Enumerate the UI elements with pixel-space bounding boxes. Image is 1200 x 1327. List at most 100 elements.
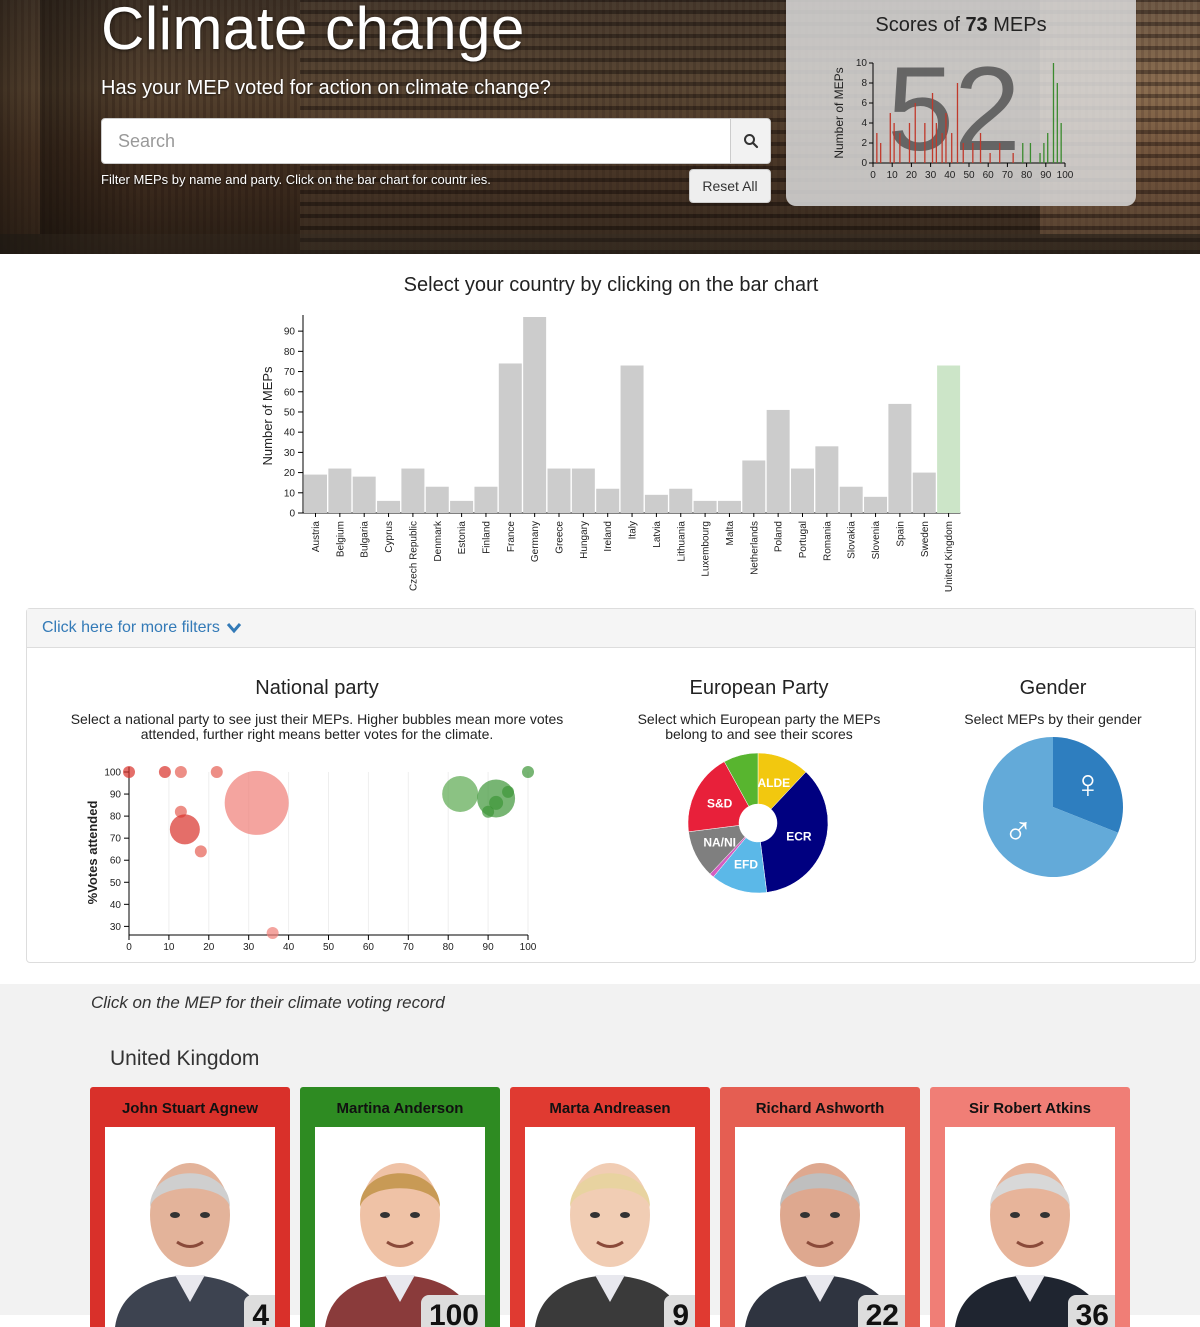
country-bar-chart[interactable]: 0 10 20 30 40 50 60 70 80 90 Number of MEPs Austria… <box>0 305 1200 605</box>
country-y-tick-label: 90 <box>284 327 296 338</box>
country-x-tick-label: France <box>506 521 517 553</box>
scatter-x-tick-label: 40 <box>283 942 295 953</box>
national-party-bubble-chart[interactable]: 30 40 50 60 70 80 90 100 0 10 20 30 40 50 60 70 80 90 100%… <box>67 757 587 957</box>
country-bar[interactable] <box>425 486 449 513</box>
country-bar[interactable] <box>547 468 571 513</box>
country-x-tick-label: Romania <box>822 521 833 561</box>
mep-score: 36 <box>1067 1295 1115 1327</box>
country-bar[interactable] <box>669 488 693 513</box>
country-x-tick-label: Germany <box>530 521 541 562</box>
party-bubble[interactable] <box>482 805 495 818</box>
country-bar[interactable] <box>377 500 401 513</box>
country-bar[interactable] <box>717 500 741 513</box>
party-bubble[interactable] <box>489 795 504 810</box>
party-bubble[interactable] <box>522 766 534 778</box>
country-bar[interactable] <box>523 317 547 513</box>
european-party-slice[interactable] <box>723 752 759 807</box>
search-input[interactable] <box>102 119 730 163</box>
country-bar[interactable] <box>498 363 522 513</box>
page-title: Climate change <box>101 0 525 62</box>
male-icon: ♂ <box>1003 810 1033 854</box>
scatter-x-tick-label: 20 <box>203 942 215 953</box>
party-bubble[interactable] <box>169 814 200 845</box>
search-button[interactable] <box>730 119 770 163</box>
hist-y-tick-label: 2 <box>861 138 867 149</box>
scatter-x-tick-label: 50 <box>323 942 335 953</box>
party-bubble[interactable] <box>224 770 289 835</box>
country-bar[interactable] <box>839 486 863 513</box>
country-bar[interactable] <box>328 468 352 513</box>
hist-y-label: Number of MEPs <box>832 67 846 158</box>
mep-card[interactable]: Martina Anderson 100 <box>300 1087 500 1327</box>
search-icon <box>743 134 758 149</box>
hist-x-tick-label: 30 <box>925 170 937 181</box>
score-title-suffix: MEPs <box>993 14 1047 36</box>
european-party-slice[interactable] <box>760 771 829 893</box>
country-bar[interactable] <box>620 365 644 513</box>
country-x-tick-label: Netherlands <box>749 521 760 575</box>
mep-card[interactable]: Marta Andreasen 9 <box>510 1087 710 1327</box>
more-filters-toggle[interactable]: Click here for more filters <box>27 609 1195 648</box>
hist-x-tick-label: 60 <box>983 170 995 181</box>
reset-all-button[interactable]: Reset All <box>689 169 771 203</box>
scatter-x-tick-label: 80 <box>443 942 455 953</box>
country-bar[interactable] <box>937 365 961 513</box>
country-x-tick-label: Hungary <box>579 521 590 559</box>
party-bubble[interactable] <box>502 785 515 798</box>
gender-slice[interactable] <box>983 737 1119 877</box>
country-x-tick-label: Ireland <box>603 521 614 552</box>
mep-score: 9 <box>664 1295 695 1327</box>
country-bar[interactable] <box>815 446 839 513</box>
country-bar[interactable] <box>450 500 474 513</box>
country-y-tick-label: 60 <box>284 387 296 398</box>
selected-country-name: United Kingdom <box>110 1047 260 1070</box>
country-bar[interactable] <box>742 460 766 513</box>
hist-x-tick-label: 10 <box>887 170 899 181</box>
country-y-tick-label: 20 <box>284 468 296 479</box>
gender-pie[interactable]: ♀♂ <box>973 727 1133 887</box>
scatter-y-tick-label: 70 <box>110 834 122 845</box>
hist-y-tick-label: 6 <box>861 98 867 109</box>
country-bar[interactable] <box>352 476 376 513</box>
gender-slice[interactable] <box>1053 737 1123 833</box>
mep-card[interactable]: Sir Robert Atkins 36 <box>930 1087 1130 1327</box>
mep-card[interactable]: John Stuart Agnew 4 <box>90 1087 290 1327</box>
country-bar[interactable] <box>766 409 790 513</box>
party-bubble[interactable] <box>158 766 171 778</box>
country-bar[interactable] <box>912 472 936 513</box>
hist-x-tick-label: 0 <box>870 170 876 181</box>
mep-card[interactable]: Richard Ashworth 22 <box>720 1087 920 1327</box>
hist-x-tick-label: 50 <box>963 170 975 181</box>
country-bar[interactable] <box>644 494 668 513</box>
european-party-pie[interactable]: ALDE ECR EFD NA/NI S&D <box>678 749 838 909</box>
national-party-title: National party <box>255 677 379 699</box>
scatter-x-tick-label: 0 <box>126 942 132 953</box>
scatter-x-tick-label: 60 <box>363 942 375 953</box>
country-bar[interactable] <box>304 474 327 513</box>
party-bubble[interactable] <box>174 766 187 778</box>
score-summary-card: Scores of 73 MEPs 52 0 2 4 6 8 10 0 10 20 30 40 50 60… <box>786 0 1136 206</box>
country-bar[interactable] <box>864 496 888 513</box>
country-bar[interactable] <box>596 488 620 513</box>
hero-banner: Climate change Has your MEP voted for ac… <box>0 0 1200 254</box>
filter-hint: Filter MEPs by name and party. Click on … <box>101 172 491 187</box>
country-bar[interactable] <box>693 500 717 513</box>
mep-name: John Stuart Agnew <box>121 1100 259 1117</box>
hero-bottom-band <box>0 234 1200 254</box>
party-bubble[interactable] <box>210 766 223 778</box>
country-bar[interactable] <box>571 468 595 513</box>
country-bar[interactable] <box>474 486 498 513</box>
scatter-y-tick-label: 60 <box>110 856 122 867</box>
party-bubble[interactable] <box>123 766 135 778</box>
country-y-tick-label: 80 <box>284 347 296 358</box>
scatter-y-tick-label: 100 <box>104 768 121 779</box>
party-bubble[interactable] <box>194 845 207 858</box>
country-bar[interactable] <box>791 468 814 513</box>
page-subtitle: Has your MEP voted for action on climate… <box>101 77 551 99</box>
country-bar[interactable] <box>888 403 912 513</box>
scatter-x-tick-label: 10 <box>163 942 175 953</box>
party-bubble[interactable] <box>442 776 479 813</box>
party-bubble[interactable] <box>266 927 279 939</box>
country-bar[interactable] <box>401 468 425 513</box>
